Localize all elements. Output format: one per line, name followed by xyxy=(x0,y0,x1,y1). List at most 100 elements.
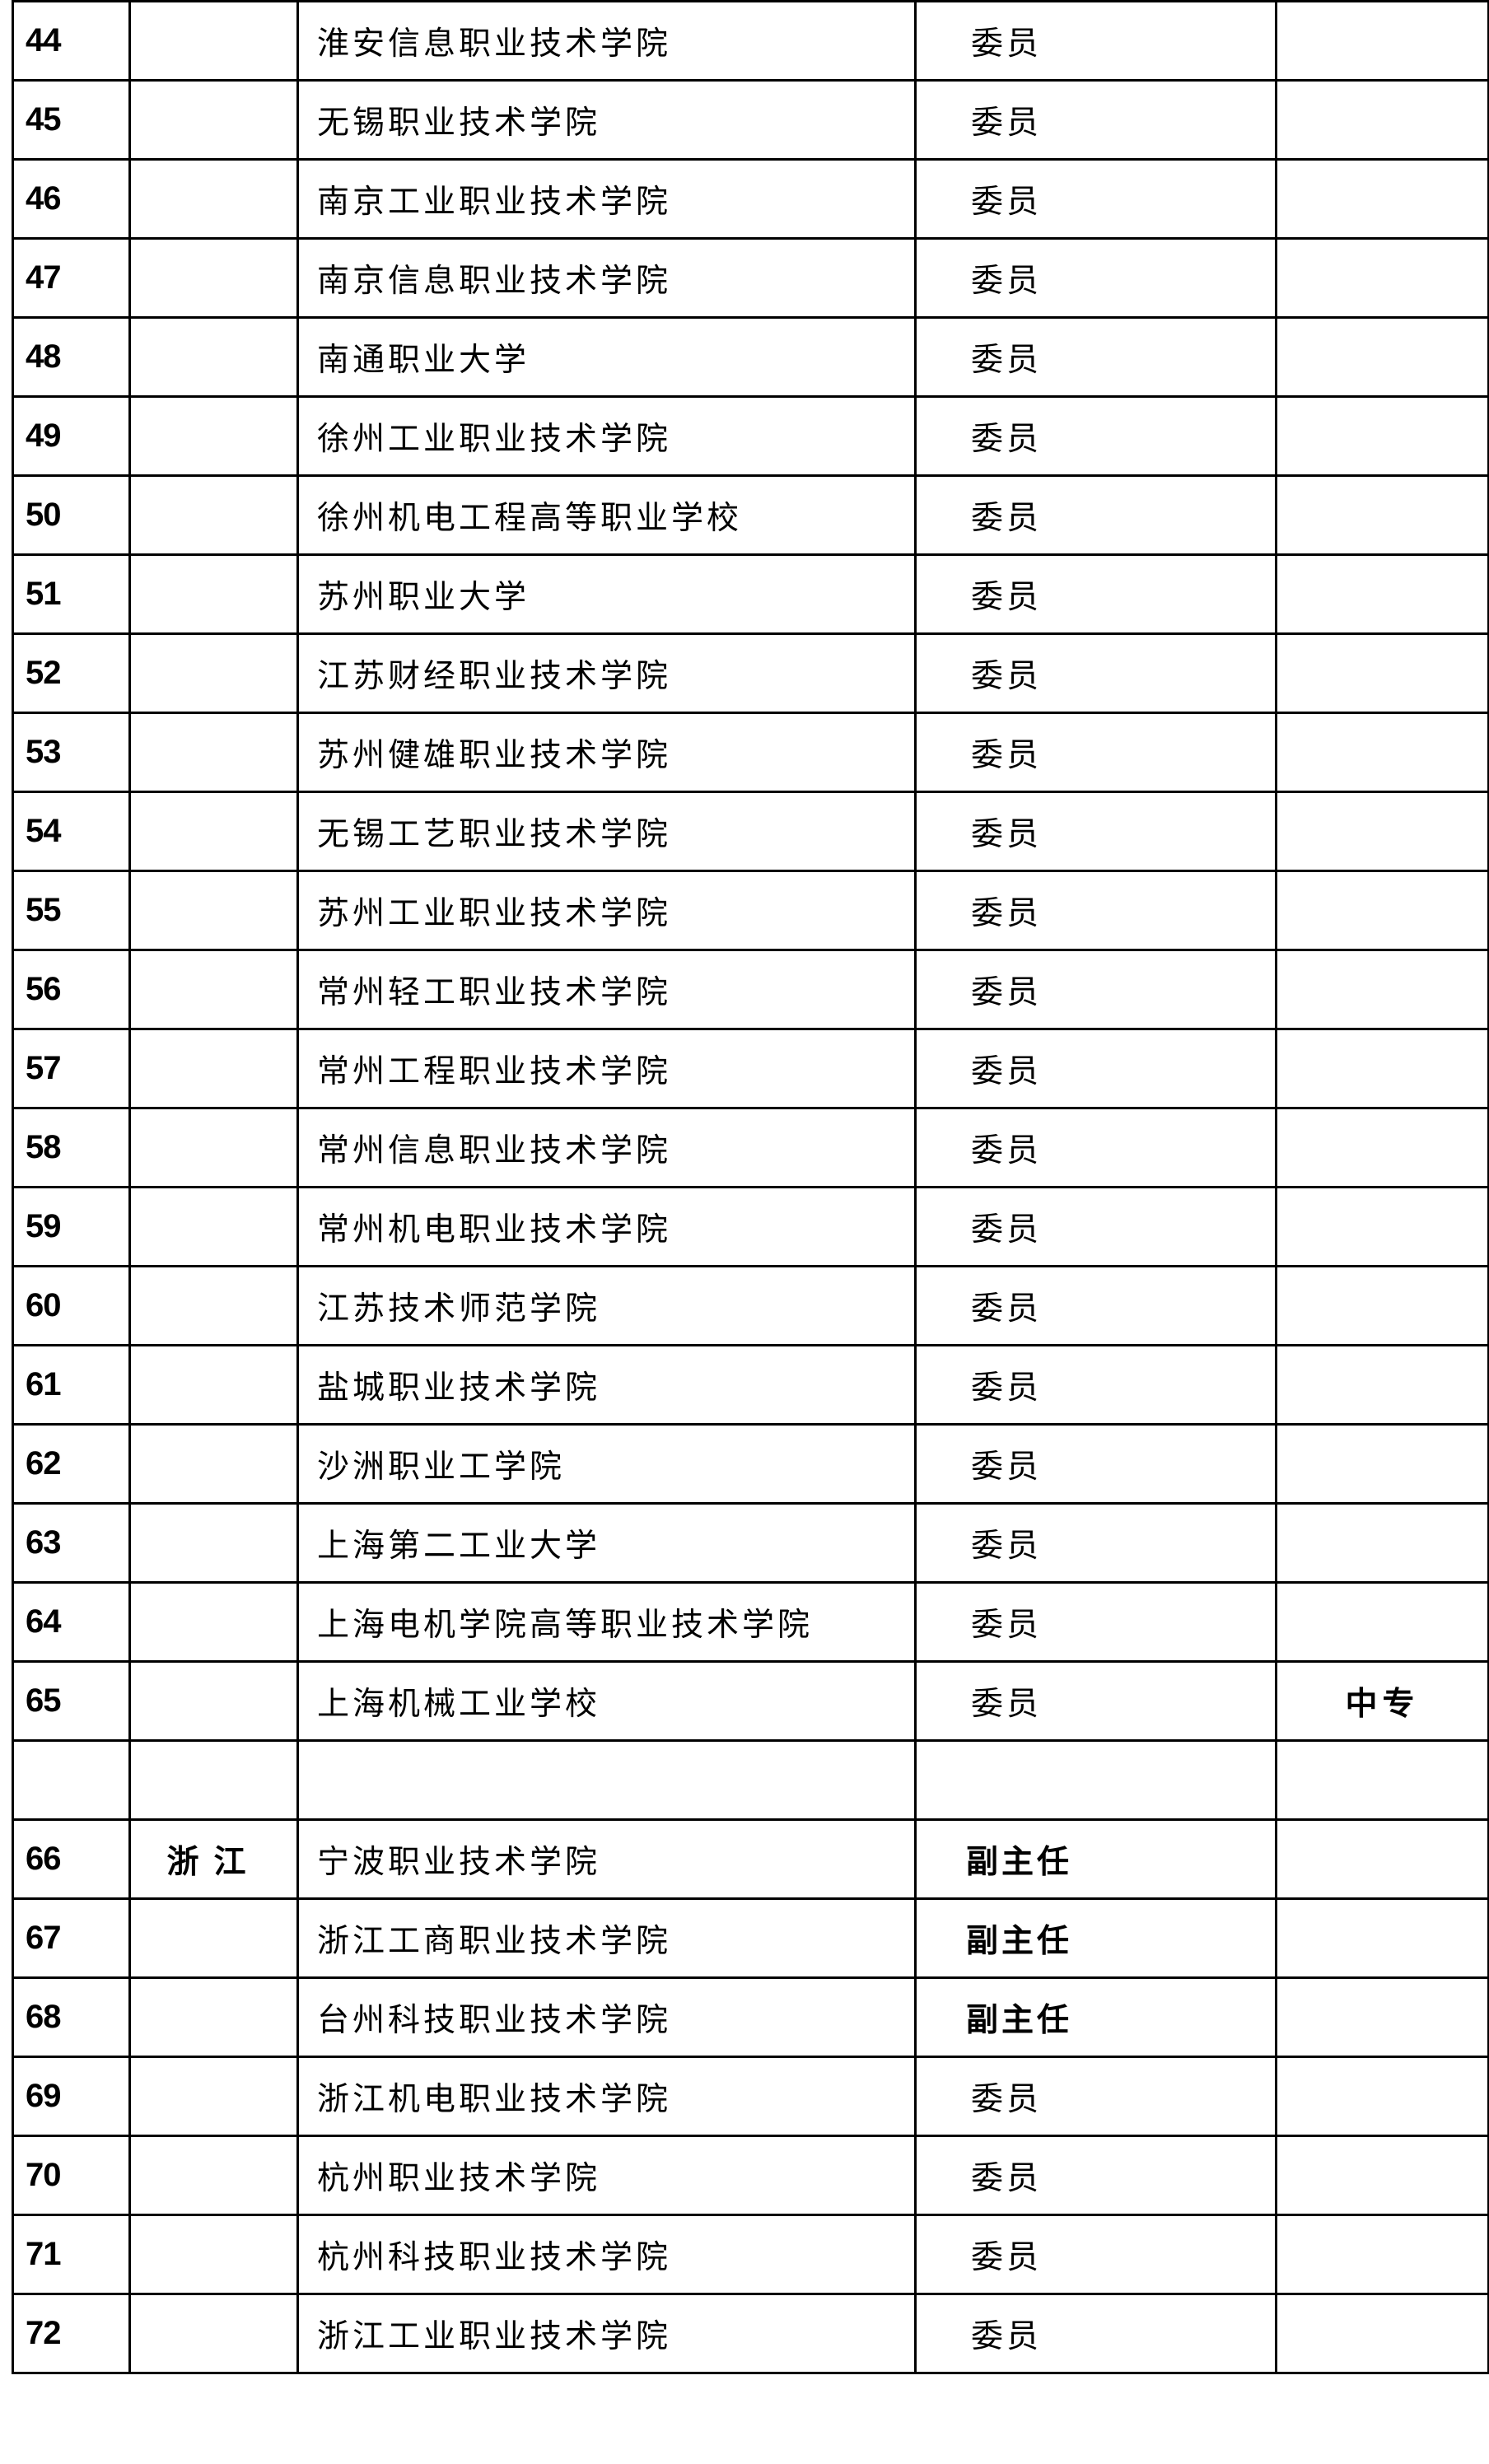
member-role: 委员 xyxy=(914,395,1277,477)
note-cell xyxy=(1275,2293,1489,2374)
member-role: 副主任 xyxy=(914,1818,1277,1900)
school-name: 苏州工业职业技术学院 xyxy=(296,870,917,951)
note-cell xyxy=(1275,1739,1489,1821)
note-cell xyxy=(1275,395,1489,477)
note-cell xyxy=(1275,158,1489,240)
school-name: 台州科技职业技术学院 xyxy=(296,1976,917,2058)
note-cell xyxy=(1275,1107,1489,1188)
row-number: 51 xyxy=(12,553,131,635)
note-cell xyxy=(1275,1897,1489,1979)
province-cell xyxy=(128,1028,299,1109)
note-cell xyxy=(1275,870,1489,951)
province-cell xyxy=(128,1186,299,1267)
province-cell xyxy=(128,237,299,319)
table-row: 68 台州科技职业技术学院 副主任 xyxy=(12,1976,1489,2058)
row-number: 49 xyxy=(12,395,131,477)
table-row: 45 无锡职业技术学院 委员 xyxy=(12,79,1489,161)
member-role: 副主任 xyxy=(914,1976,1277,2058)
table-row: 63 上海第二工业大学 委员 xyxy=(12,1502,1489,1584)
row-number: 70 xyxy=(12,2135,131,2216)
member-role: 委员 xyxy=(914,1581,1277,1663)
member-role: 委员 xyxy=(914,158,1277,240)
member-role xyxy=(914,1739,1277,1821)
school-name: 南通职业大学 xyxy=(296,316,917,398)
member-role: 委员 xyxy=(914,0,1277,82)
row-number: 50 xyxy=(12,474,131,556)
note-cell xyxy=(1275,474,1489,556)
row-number: 57 xyxy=(12,1028,131,1109)
member-role: 委员 xyxy=(914,1344,1277,1426)
table-row: 51 苏州职业大学 委员 xyxy=(12,553,1489,635)
row-number xyxy=(12,1739,131,1821)
row-number: 65 xyxy=(12,1660,131,1742)
province-cell xyxy=(128,870,299,951)
school-name: 上海第二工业大学 xyxy=(296,1502,917,1584)
row-number: 54 xyxy=(12,791,131,872)
member-role: 委员 xyxy=(914,79,1277,161)
table-row: 47 南京信息职业技术学院 委员 xyxy=(12,237,1489,319)
school-name: 淮安信息职业技术学院 xyxy=(296,0,917,82)
note-cell xyxy=(1275,1344,1489,1426)
member-role: 委员 xyxy=(914,949,1277,1030)
note-cell: 中专 xyxy=(1275,1660,1489,1742)
row-number: 46 xyxy=(12,158,131,240)
note-cell xyxy=(1275,2135,1489,2216)
row-number: 44 xyxy=(12,0,131,82)
province-cell xyxy=(128,1660,299,1742)
table-row: 53 苏州健雄职业技术学院 委员 xyxy=(12,712,1489,793)
member-role: 委员 xyxy=(914,474,1277,556)
row-number: 52 xyxy=(12,632,131,714)
member-role: 委员 xyxy=(914,2056,1277,2137)
note-cell xyxy=(1275,316,1489,398)
school-name: 常州工程职业技术学院 xyxy=(296,1028,917,1109)
table-row: 65 上海机械工业学校 委员 中专 xyxy=(12,1660,1489,1742)
province-cell xyxy=(128,158,299,240)
province-cell xyxy=(128,395,299,477)
member-role: 委员 xyxy=(914,553,1277,635)
row-number: 64 xyxy=(12,1581,131,1663)
school-name xyxy=(296,1739,917,1821)
school-name: 上海电机学院高等职业技术学院 xyxy=(296,1581,917,1663)
province-cell xyxy=(128,474,299,556)
note-cell xyxy=(1275,237,1489,319)
member-role: 委员 xyxy=(914,632,1277,714)
note-cell xyxy=(1275,1028,1489,1109)
province-cell xyxy=(128,949,299,1030)
province-cell xyxy=(128,79,299,161)
table-row: 61 盐城职业技术学院 委员 xyxy=(12,1344,1489,1426)
school-name: 南京工业职业技术学院 xyxy=(296,158,917,240)
table-row xyxy=(12,1739,1489,1821)
note-cell xyxy=(1275,632,1489,714)
member-role: 委员 xyxy=(914,1423,1277,1505)
table-row: 64 上海电机学院高等职业技术学院 委员 xyxy=(12,1581,1489,1663)
member-role: 委员 xyxy=(914,1107,1277,1188)
note-cell xyxy=(1275,1423,1489,1505)
table-row: 57 常州工程职业技术学院 委员 xyxy=(12,1028,1489,1109)
member-role: 委员 xyxy=(914,2135,1277,2216)
row-number: 59 xyxy=(12,1186,131,1267)
note-cell xyxy=(1275,79,1489,161)
row-number: 63 xyxy=(12,1502,131,1584)
note-cell xyxy=(1275,0,1489,82)
row-number: 53 xyxy=(12,712,131,793)
note-cell xyxy=(1275,2056,1489,2137)
row-number: 67 xyxy=(12,1897,131,1979)
row-number: 60 xyxy=(12,1265,131,1346)
member-role: 委员 xyxy=(914,870,1277,951)
row-number: 61 xyxy=(12,1344,131,1426)
table-row: 72 浙江工业职业技术学院 委员 xyxy=(12,2293,1489,2374)
province-cell xyxy=(128,1344,299,1426)
table-row: 67 浙江工商职业技术学院 副主任 xyxy=(12,1897,1489,1979)
member-role: 委员 xyxy=(914,1660,1277,1742)
note-cell xyxy=(1275,712,1489,793)
table-row: 60 江苏技术师范学院 委员 xyxy=(12,1265,1489,1346)
province-cell xyxy=(128,1976,299,2058)
table-row: 48 南通职业大学 委员 xyxy=(12,316,1489,398)
school-name: 南京信息职业技术学院 xyxy=(296,237,917,319)
province-cell xyxy=(128,1581,299,1663)
province-cell xyxy=(128,2214,299,2295)
member-role: 委员 xyxy=(914,1028,1277,1109)
member-role: 委员 xyxy=(914,712,1277,793)
row-number: 47 xyxy=(12,237,131,319)
note-cell xyxy=(1275,1581,1489,1663)
